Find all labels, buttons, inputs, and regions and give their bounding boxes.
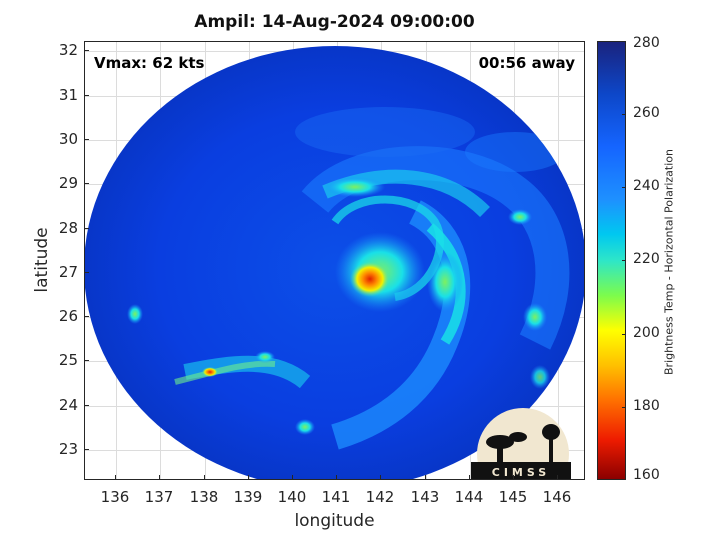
y-tick-label: 23	[58, 440, 78, 458]
y-tick-label: 32	[58, 41, 78, 59]
y-tick-label: 26	[58, 307, 78, 325]
cimss-logo: CIMSS	[471, 408, 571, 479]
y-tick-label: 29	[58, 174, 78, 192]
y-tick-label: 24	[58, 396, 78, 414]
colorbar-tick-label: 280	[633, 35, 660, 51]
x-axis-label: longitude	[294, 511, 375, 531]
colorbar-tick-label: 240	[633, 178, 660, 194]
colorbar-tick-mark	[622, 407, 626, 408]
map-axes: CIMSS Vmax: 62 kts 00:56 away	[84, 41, 585, 480]
y-tick-mark	[84, 228, 89, 229]
y-tick-label: 28	[58, 219, 78, 237]
time-offset-label: 00:56 away	[478, 54, 575, 72]
colorbar-tick-label: 200	[633, 325, 660, 341]
y-tick-mark	[84, 360, 89, 361]
x-tick-mark	[204, 475, 205, 480]
y-tick-mark	[84, 449, 89, 450]
colorbar-tick-mark	[622, 114, 626, 115]
x-tick-mark	[469, 475, 470, 480]
y-tick-label: 30	[58, 130, 78, 148]
x-tick-mark	[115, 475, 116, 480]
x-tick-label: 146	[542, 488, 572, 506]
y-tick-mark	[84, 405, 89, 406]
x-tick-label: 136	[100, 488, 130, 506]
colorbar-tick-mark	[622, 41, 626, 42]
x-tick-mark	[336, 475, 337, 480]
colorbar-tick-label: 160	[633, 467, 660, 483]
x-tick-label: 145	[498, 488, 528, 506]
x-tick-label: 139	[233, 488, 263, 506]
x-tick-label: 143	[410, 488, 440, 506]
x-tick-mark	[159, 475, 160, 480]
y-tick-mark	[84, 95, 89, 96]
y-tick-mark	[84, 316, 89, 317]
logo-text: CIMSS	[492, 466, 550, 479]
vmax-label: Vmax: 62 kts	[94, 54, 205, 72]
x-tick-label: 138	[189, 488, 219, 506]
y-tick-mark	[84, 272, 89, 273]
figure-title: Ampil: 14-Aug-2024 09:00:00	[194, 12, 475, 32]
x-tick-mark	[292, 475, 293, 480]
colorbar-label: Brightness Temp - Horizontal Polarizatio…	[662, 149, 676, 375]
y-axis-label: latitude	[32, 227, 52, 293]
x-tick-label: 140	[277, 488, 307, 506]
colorbar-tick-mark	[622, 187, 626, 188]
colorbar-tick-mark	[622, 260, 626, 261]
eyewall-warm-core	[350, 261, 390, 297]
colorbar-tick-mark	[622, 334, 626, 335]
y-tick-label: 25	[58, 351, 78, 369]
y-tick-mark	[84, 183, 89, 184]
x-tick-label: 137	[144, 488, 174, 506]
y-tick-label: 31	[58, 86, 78, 104]
x-tick-mark	[425, 475, 426, 480]
y-tick-mark	[84, 139, 89, 140]
x-tick-mark	[248, 475, 249, 480]
microwave-swath-image: CIMSS	[85, 46, 584, 479]
y-tick-label: 27	[58, 263, 78, 281]
colorbar-tick-label: 220	[633, 251, 660, 267]
x-tick-mark	[380, 475, 381, 480]
y-tick-mark	[84, 50, 89, 51]
x-tick-mark	[557, 475, 558, 480]
x-tick-label: 142	[365, 488, 395, 506]
colorbar-tick-label: 260	[633, 105, 660, 121]
colorbar-tick-label: 180	[633, 398, 660, 414]
x-tick-label: 144	[454, 488, 484, 506]
x-tick-label: 141	[321, 488, 351, 506]
x-tick-mark	[513, 475, 514, 480]
colorbar-tick-mark	[622, 479, 626, 480]
